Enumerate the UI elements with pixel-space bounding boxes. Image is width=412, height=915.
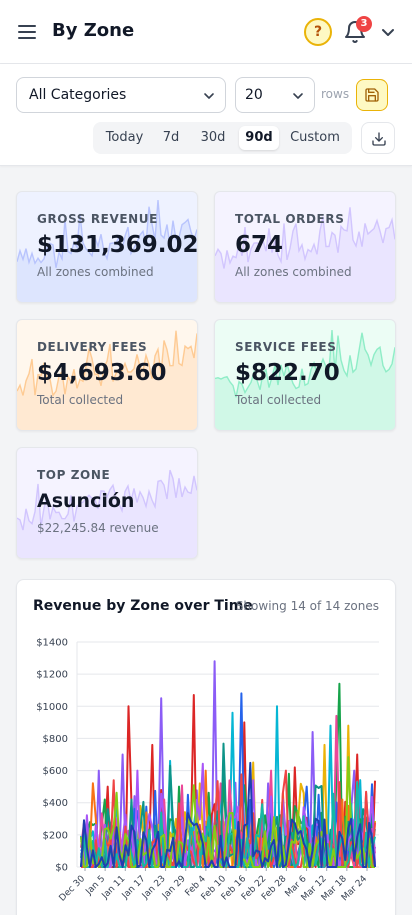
range-7d[interactable]: 7d — [162, 130, 180, 145]
sparkline-line — [17, 330, 197, 398]
bell-icon[interactable] — [343, 20, 367, 44]
menu-icon[interactable] — [14, 20, 42, 44]
range-custom[interactable]: Custom — [290, 130, 340, 145]
card-value: $4,693.60 — [37, 360, 167, 386]
x-tick-label: Dec 30 — [58, 874, 88, 904]
rows-select[interactable]: 20 — [235, 77, 315, 113]
card-subtitle: $22,245.84 revenue — [37, 521, 159, 535]
card-subtitle: All zones combined — [235, 265, 352, 279]
y-tick-label: $800 — [43, 734, 68, 745]
gross-revenue-card: GROSS REVENUE $131,369.02 All zones comb… — [16, 191, 198, 303]
card-value: $131,369.02 — [37, 232, 198, 258]
service-fees-card: SERVICE FEES $822.70 Total collected — [214, 319, 396, 431]
sparkline-area — [17, 470, 197, 558]
chart-title: Revenue by Zone over Time — [33, 598, 253, 614]
range-today[interactable]: Today — [105, 130, 144, 145]
app-bar: By Zone ? 3 — [0, 0, 412, 64]
y-tick-label: $400 — [43, 798, 68, 809]
chevron-down-icon[interactable] — [380, 24, 396, 40]
chevron-down-icon — [293, 93, 303, 99]
sparkline-chart — [17, 200, 197, 302]
card-value: 674 — [235, 232, 284, 258]
save-icon — [365, 88, 379, 102]
card-label: SERVICE FEES — [235, 340, 337, 354]
sparkline-chart — [17, 330, 197, 430]
sparkline-area — [215, 330, 395, 430]
top-zone-card: TOP ZONE Asunción $22,245.84 revenue — [16, 447, 198, 559]
category-select-value: All Categories — [29, 87, 127, 103]
y-tick-label: $1400 — [36, 638, 68, 649]
zone-series-line — [80, 761, 376, 868]
sparkline-area — [17, 330, 197, 430]
y-tick-label: $600 — [43, 766, 68, 777]
card-label: TOTAL ORDERS — [235, 212, 345, 226]
y-tick-label: $0 — [55, 863, 68, 874]
card-subtitle: Total collected — [235, 393, 322, 407]
sparkline-line — [215, 329, 395, 398]
rows-label: rows — [321, 87, 350, 101]
total-orders-card: TOTAL ORDERS 674 All zones combined — [214, 191, 396, 303]
rows-select-value: 20 — [245, 87, 263, 103]
chart-subtitle: Showing 14 of 14 zones — [235, 599, 379, 613]
card-value: Asunción — [37, 490, 135, 512]
delivery-fees-card: DELIVERY FEES $4,693.60 Total collected — [16, 319, 198, 431]
sparkline-chart — [215, 329, 395, 430]
sparkline-line — [215, 207, 395, 269]
card-subtitle: All zones combined — [37, 265, 154, 279]
range-30d[interactable]: 30d — [200, 130, 226, 145]
download-icon — [372, 132, 386, 146]
save-button[interactable] — [356, 79, 388, 111]
card-subtitle: Total collected — [37, 393, 124, 407]
help-icon[interactable]: ? — [304, 18, 332, 46]
notification-badge: 3 — [356, 16, 372, 32]
card-label: GROSS REVENUE — [37, 212, 158, 226]
download-button[interactable] — [361, 122, 395, 154]
sparkline-chart — [215, 207, 395, 302]
y-tick-label: $1000 — [36, 702, 68, 713]
y-tick-label: $200 — [43, 830, 68, 841]
date-range-toggle: Today 7d 30d 90d Custom — [93, 122, 352, 154]
chevron-down-icon — [204, 93, 214, 99]
sparkline-chart — [17, 469, 197, 558]
revenue-by-zone-chart-card: Revenue by Zone over Time Showing 14 of … — [16, 579, 396, 915]
range-90d[interactable]: 90d — [239, 126, 279, 150]
y-tick-label: $1200 — [36, 670, 68, 681]
page-title: By Zone — [52, 20, 135, 41]
card-label: TOP ZONE — [37, 468, 111, 482]
card-value: $822.70 — [235, 360, 340, 386]
sparkline-line — [17, 469, 197, 531]
sparkline-area — [215, 207, 395, 302]
card-label: DELIVERY FEES — [37, 340, 148, 354]
category-select[interactable]: All Categories — [16, 77, 226, 113]
sparkline-line — [17, 200, 197, 268]
